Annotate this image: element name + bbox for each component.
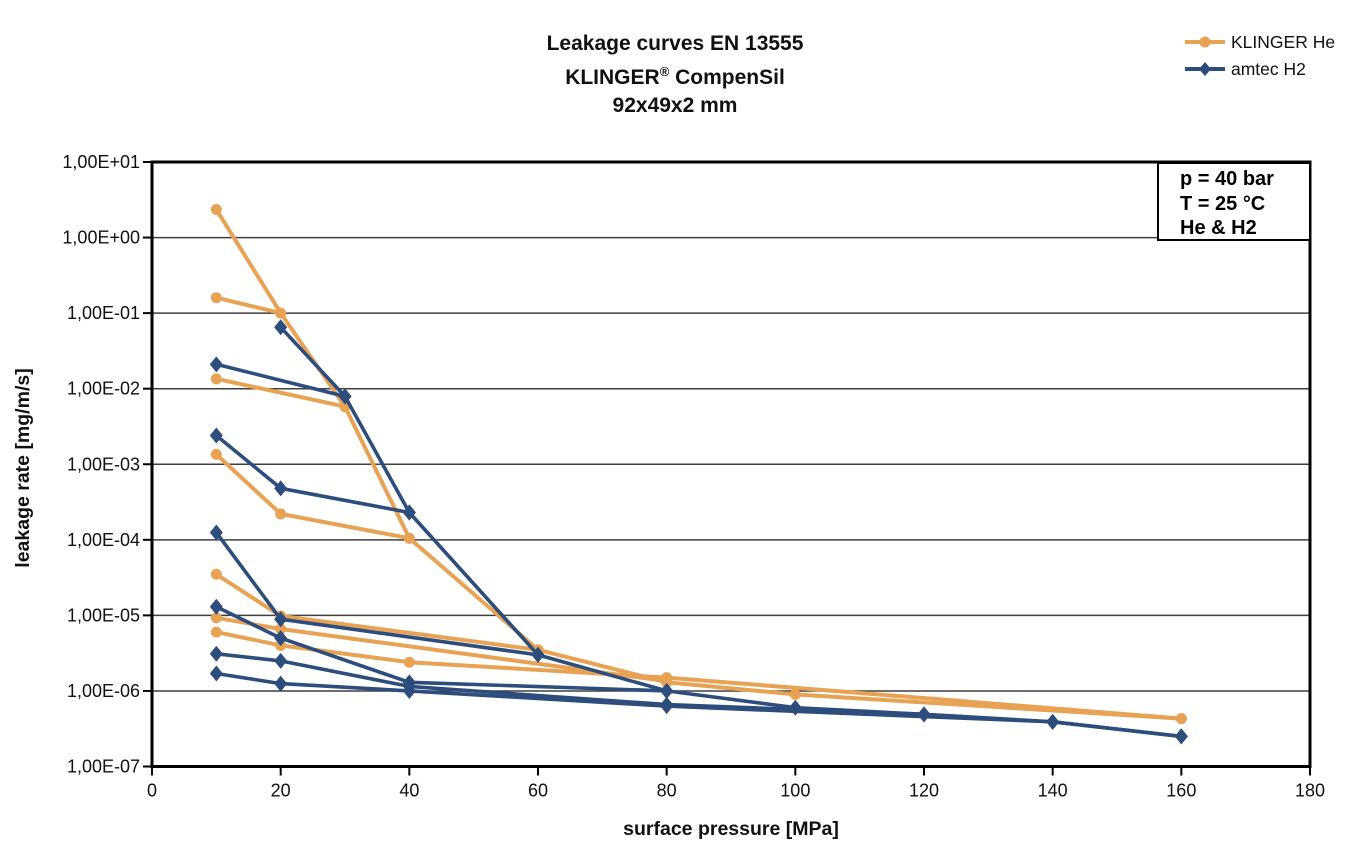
circle-marker-icon <box>1199 36 1211 48</box>
series-line-klinger-he <box>214 295 283 316</box>
y-tick-label: 1,00E+00 <box>62 228 140 248</box>
condition-pressure: p = 40 bar <box>1180 168 1274 190</box>
x-tick-label: 20 <box>271 781 291 801</box>
amtec-h2-point-marker <box>338 388 352 405</box>
legend-label: amtec H2 <box>1231 58 1306 79</box>
amtec-h2-point-marker <box>402 504 416 521</box>
klinger-he-point-marker <box>403 532 415 544</box>
amtec-h2-point-marker <box>274 675 288 692</box>
amtec-h2-point-marker <box>274 652 288 669</box>
y-tick-label: 1,00E-04 <box>67 530 140 550</box>
amtec-h2-point-marker <box>274 611 288 628</box>
x-tick-label: 100 <box>780 781 810 801</box>
x-tick-label: 120 <box>909 781 939 801</box>
y-tick-label: 1,00E-07 <box>67 757 140 777</box>
amtec-h2-point-marker <box>209 427 223 444</box>
klinger-he-point-marker <box>275 508 287 520</box>
amtec-h2-point-marker <box>209 524 223 541</box>
y-tick-label: 1,00E-02 <box>67 379 140 399</box>
chart-title-line2: KLINGER® CompenSil <box>565 64 785 89</box>
y-tick-label: 1,00E-03 <box>67 454 140 474</box>
klinger-he-point-marker <box>210 448 222 460</box>
x-tick-label: 0 <box>147 781 157 801</box>
x-tick-label: 80 <box>657 781 677 801</box>
x-tick-label: 60 <box>528 781 548 801</box>
series-line-amtec-h2 <box>214 671 1184 739</box>
klinger-he-point-marker <box>210 373 222 385</box>
klinger-he-point-marker <box>403 656 415 668</box>
klinger-he-point-marker <box>1175 713 1187 725</box>
klinger-he-point-marker <box>789 688 801 700</box>
y-tick-label: 1,00E+01 <box>62 152 140 172</box>
amtec-h2-point-marker <box>531 646 545 663</box>
x-axis-title: surface pressure [MPa] <box>623 818 839 840</box>
x-tick-label: 140 <box>1038 781 1068 801</box>
registered-trademark-symbol: ® <box>659 64 670 79</box>
series-line-amtec-h2 <box>214 604 669 693</box>
klinger-he-point-marker <box>210 626 222 638</box>
klinger-he-point-marker <box>210 568 222 580</box>
amtec-h2-point-marker <box>209 665 223 682</box>
y-axis-title: leakage rate [mg/m/s] <box>12 368 34 568</box>
klinger-he-point-marker <box>210 292 222 304</box>
chart-title-line1: Leakage curves EN 13555 <box>546 32 804 55</box>
series-line-klinger-he <box>214 376 347 409</box>
y-tick-label: 1,00E-01 <box>67 303 140 323</box>
x-tick-label: 40 <box>399 781 419 801</box>
amtec-h2-point-marker <box>1046 713 1060 730</box>
condition-temperature: T = 25 °C <box>1180 192 1266 215</box>
amtec-h2-point-marker <box>660 698 674 715</box>
legend-swatch-blue-diamond-icon <box>1185 62 1225 76</box>
x-tick-label: 160 <box>1166 781 1196 801</box>
condition-gases: He & H2 <box>1180 217 1257 239</box>
series-line-klinger-he <box>214 452 412 541</box>
amtec-h2-point-marker <box>274 630 288 647</box>
series-line-klinger-he <box>214 572 540 652</box>
chart-title: Leakage curves EN 13555 KLINGER® CompenS… <box>400 30 950 120</box>
diamond-marker-icon <box>1199 62 1211 76</box>
amtec-h2-point-marker <box>209 598 223 615</box>
amtec-h2-point-marker <box>660 682 674 699</box>
legend: KLINGER He amtec H2 <box>1183 31 1358 85</box>
legend-item-klinger-he: KLINGER He <box>1183 31 1358 53</box>
amtec-h2-point-marker <box>917 706 931 723</box>
klinger-he-point-marker <box>275 307 287 319</box>
chart-title-line3: 92x49x2 mm <box>612 94 738 117</box>
amtec-h2-point-marker <box>274 319 288 336</box>
legend-label: KLINGER He <box>1231 31 1336 52</box>
amtec-h2-point-marker <box>274 480 288 497</box>
amtec-h2-point-marker <box>1174 728 1188 745</box>
x-tick-label: 180 <box>1295 781 1325 801</box>
y-tick-label: 1,00E-05 <box>67 605 140 625</box>
series-line-amtec-h2 <box>214 530 540 657</box>
series-line-klinger-he <box>214 207 1184 721</box>
series-line-amtec-h2 <box>214 362 347 399</box>
klinger-he-point-marker <box>210 204 222 216</box>
legend-item-amtec-h2: amtec H2 <box>1183 58 1358 80</box>
series-line-amtec-h2 <box>214 433 412 515</box>
amtec-h2-point-marker <box>209 356 223 373</box>
amtec-h2-point-marker <box>209 645 223 662</box>
klinger-he-point-marker <box>210 612 222 624</box>
test-conditions-box: p = 40 bar T = 25 °C He & H2 <box>1157 162 1311 241</box>
klinger-he-point-marker <box>275 623 287 635</box>
klinger-he-point-marker <box>661 672 673 684</box>
legend-swatch-orange-circle-icon <box>1185 36 1225 48</box>
amtec-h2-point-marker <box>402 682 416 699</box>
amtec-h2-point-marker <box>788 699 802 716</box>
y-tick-label: 1,00E-06 <box>67 681 140 701</box>
